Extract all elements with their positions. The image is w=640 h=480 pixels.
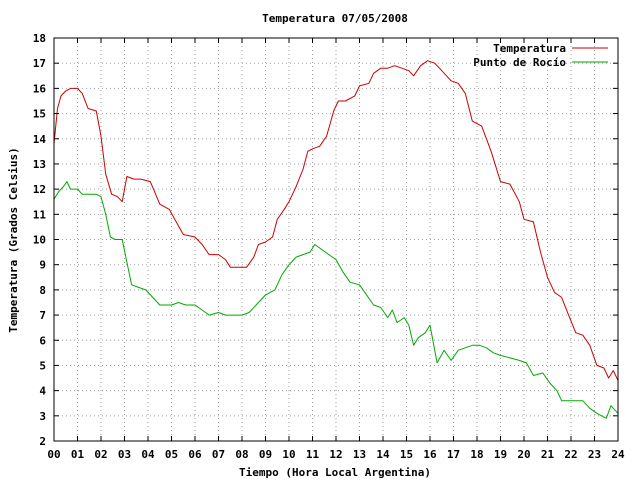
x-tick-label: 24	[611, 448, 625, 461]
x-tick-label: 08	[235, 448, 248, 461]
x-tick-label: 17	[447, 448, 460, 461]
x-tick-label: 10	[282, 448, 295, 461]
x-tick-label: 14	[376, 448, 390, 461]
x-tick-label: 09	[259, 448, 272, 461]
x-tick-label: 07	[212, 448, 225, 461]
y-tick-label: 15	[33, 108, 46, 121]
legend-label: Temperatura	[493, 42, 566, 55]
x-tick-label: 01	[71, 448, 85, 461]
tick-labels: 00 01 02 03 04 05 06 07 08 09 10 11 12 13 14 15 16 17 18 19…	[33, 32, 625, 461]
y-tick-label: 10	[33, 234, 46, 247]
y-tick-label: 8	[39, 284, 46, 297]
x-tick-label: 21	[541, 448, 555, 461]
y-tick-label: 7	[39, 309, 46, 322]
y-tick-label: 11	[33, 208, 47, 221]
x-tick-label: 05	[165, 448, 178, 461]
x-tick-label: 11	[306, 448, 320, 461]
x-tick-label: 20	[517, 448, 530, 461]
x-tick-label: 06	[188, 448, 202, 461]
x-tick-label: 12	[329, 448, 342, 461]
chart-title: Temperatura 07/05/2008	[262, 12, 408, 25]
y-tick-label: 14	[33, 133, 47, 146]
y-axis-label: Temperatura (Grados Celsius)	[7, 147, 20, 332]
x-tick-label: 16	[423, 448, 437, 461]
x-tick-label: 19	[494, 448, 507, 461]
y-tick-label: 5	[39, 359, 46, 372]
y-tick-label: 12	[33, 183, 46, 196]
y-tick-label: 18	[33, 32, 46, 45]
x-tick-label: 04	[141, 448, 155, 461]
x-tick-label: 00	[47, 448, 60, 461]
y-tick-label: 16	[33, 82, 47, 95]
y-tick-label: 9	[39, 259, 46, 272]
series-line-punto-de-rocio	[53, 181, 619, 419]
y-tick-label: 17	[33, 57, 46, 70]
x-tick-label: 23	[588, 448, 601, 461]
x-tick-label: 18	[470, 448, 483, 461]
series-line-temperatura	[53, 60, 619, 381]
y-tick-label: 2	[39, 435, 46, 448]
axis-ticks	[53, 37, 619, 442]
x-tick-label: 13	[353, 448, 366, 461]
x-tick-label: 22	[564, 448, 577, 461]
y-tick-label: 4	[39, 385, 46, 398]
y-tick-label: 3	[39, 410, 46, 423]
x-tick-label: 15	[400, 448, 413, 461]
legend-label: Punto de Rocío	[473, 56, 566, 69]
x-axis-label: Tiempo (Hora Local Argentina)	[239, 466, 431, 479]
x-tick-label: 02	[94, 448, 107, 461]
series-layer	[53, 60, 619, 419]
x-tick-label: 03	[118, 448, 131, 461]
y-tick-label: 13	[33, 158, 46, 171]
y-tick-label: 6	[39, 334, 46, 347]
